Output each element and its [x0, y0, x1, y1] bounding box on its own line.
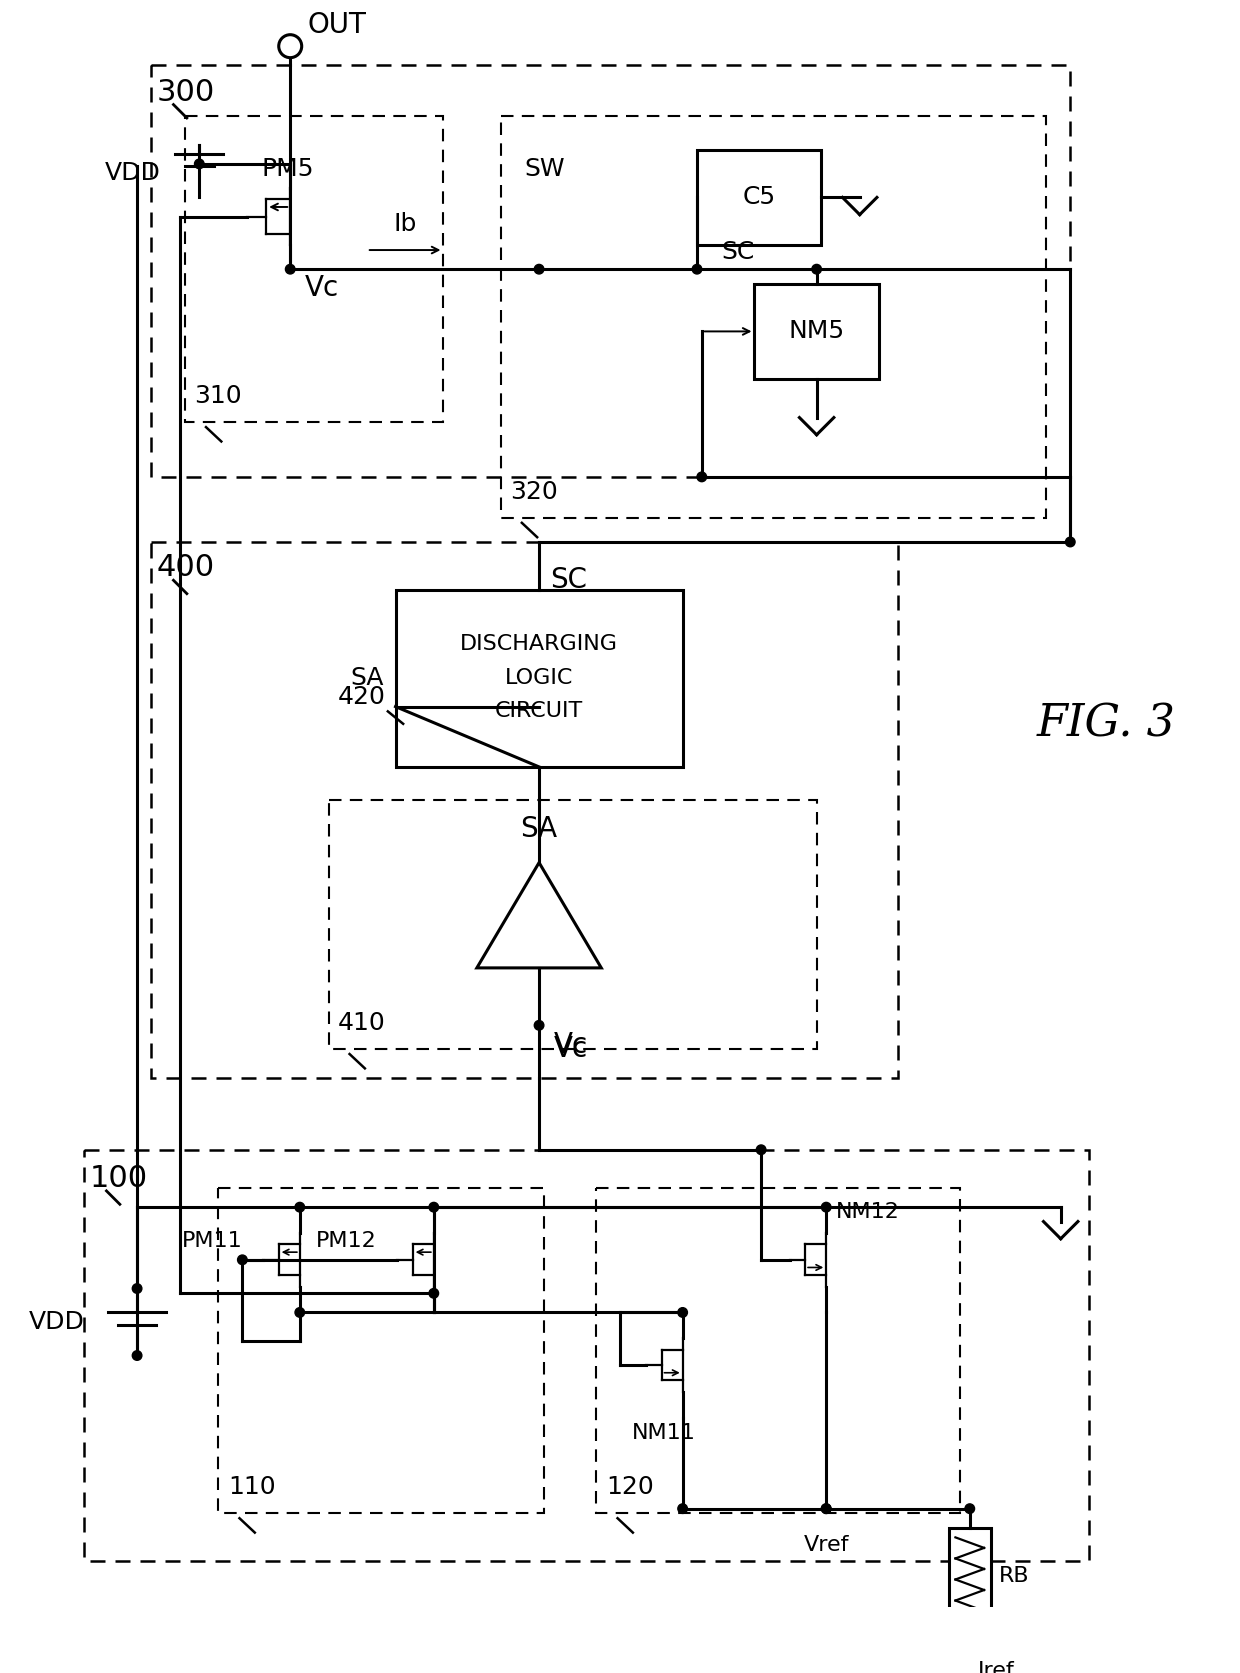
Text: NM12: NM12: [836, 1201, 900, 1221]
Text: SA: SA: [521, 815, 558, 843]
Text: VDD: VDD: [105, 162, 161, 186]
Circle shape: [285, 264, 295, 274]
Circle shape: [697, 472, 707, 482]
Text: 310: 310: [195, 385, 242, 408]
Text: 420: 420: [339, 684, 386, 709]
Text: 320: 320: [511, 480, 558, 504]
Text: 400: 400: [156, 554, 215, 582]
Text: PM11: PM11: [181, 1231, 242, 1251]
Bar: [697, 149, 821, 246]
Bar: [949, 1527, 991, 1623]
Bar: [329, 800, 817, 1049]
Circle shape: [195, 159, 205, 169]
Text: 120: 120: [606, 1476, 653, 1499]
Circle shape: [534, 264, 544, 274]
Text: C5: C5: [743, 186, 776, 209]
Bar: [185, 115, 444, 422]
Circle shape: [821, 1504, 831, 1514]
Text: PM12: PM12: [316, 1231, 377, 1251]
Text: 410: 410: [339, 1010, 386, 1036]
Circle shape: [429, 1288, 439, 1298]
Bar: [596, 1188, 960, 1514]
Text: SC: SC: [722, 241, 754, 264]
Text: 110: 110: [228, 1476, 275, 1499]
Bar: [396, 591, 683, 766]
Text: VDD: VDD: [29, 1310, 84, 1333]
Text: PM5: PM5: [262, 157, 314, 181]
Text: OUT: OUT: [308, 10, 366, 38]
Text: SA: SA: [351, 666, 384, 689]
Text: 300: 300: [156, 77, 215, 107]
Circle shape: [821, 1203, 831, 1211]
Text: NM5: NM5: [789, 320, 844, 343]
Text: FIG. 3: FIG. 3: [1037, 703, 1176, 746]
Text: Vc: Vc: [553, 1036, 588, 1062]
Text: RB: RB: [998, 1566, 1029, 1586]
Text: Vc: Vc: [305, 274, 339, 303]
Circle shape: [678, 1504, 687, 1514]
Circle shape: [295, 1308, 305, 1317]
Bar: [218, 1188, 544, 1514]
Text: Vc: Vc: [553, 1031, 588, 1059]
Circle shape: [133, 1283, 141, 1293]
Circle shape: [295, 1203, 305, 1211]
Text: Ib: Ib: [393, 212, 417, 236]
Circle shape: [429, 1203, 439, 1211]
Circle shape: [756, 1144, 766, 1154]
Bar: [84, 1149, 1090, 1561]
Circle shape: [821, 1504, 831, 1514]
Text: LOGIC: LOGIC: [505, 668, 573, 688]
Circle shape: [238, 1255, 247, 1265]
Circle shape: [692, 264, 702, 274]
Bar: [151, 65, 1070, 477]
Circle shape: [812, 264, 821, 274]
Bar: [151, 542, 898, 1077]
Text: DISCHARGING: DISCHARGING: [460, 634, 618, 654]
Text: Vref: Vref: [804, 1536, 849, 1556]
Bar: [501, 115, 1047, 519]
Circle shape: [1065, 537, 1075, 547]
Text: SW: SW: [525, 157, 565, 181]
Bar: [754, 283, 879, 380]
Text: NM11: NM11: [631, 1422, 696, 1442]
Circle shape: [678, 1308, 687, 1317]
Text: Iref: Iref: [977, 1661, 1014, 1673]
Text: SC: SC: [551, 565, 588, 594]
Text: CIRCUIT: CIRCUIT: [495, 701, 583, 721]
Circle shape: [133, 1350, 141, 1360]
Text: 100: 100: [89, 1164, 148, 1193]
Circle shape: [534, 1021, 544, 1031]
Circle shape: [965, 1504, 975, 1514]
